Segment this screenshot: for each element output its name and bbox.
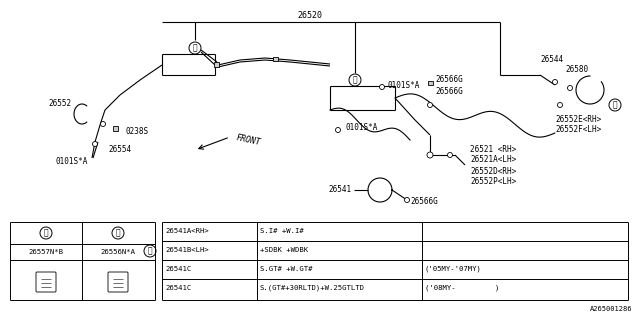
Text: 0101S*A: 0101S*A [388,81,420,90]
Text: S.I# +W.I#: S.I# +W.I# [260,228,304,234]
Text: ③: ③ [148,246,152,255]
Text: 26566G: 26566G [435,87,463,97]
Text: 26552P<LH>: 26552P<LH> [470,178,516,187]
Circle shape [404,197,410,203]
Text: 26554: 26554 [108,145,131,154]
Text: 0238S: 0238S [125,127,148,137]
Text: ①: ① [353,76,357,84]
Text: 26552: 26552 [48,100,71,108]
Circle shape [568,85,573,91]
Circle shape [93,141,97,147]
Bar [428,81,433,85]
Circle shape [552,79,557,84]
Text: +SDBK +WDBK: +SDBK +WDBK [260,247,308,253]
Text: ('05MY-'07MY): ('05MY-'07MY) [425,266,482,272]
Text: ②: ② [193,44,197,52]
Circle shape [557,102,563,108]
Text: 26520: 26520 [298,11,323,20]
Text: 26541B<LH>: 26541B<LH> [165,247,209,253]
Text: 26552E<RH>: 26552E<RH> [555,116,601,124]
Bar [113,125,118,131]
Text: 26552F<LH>: 26552F<LH> [555,125,601,134]
Text: 26521 <RH>: 26521 <RH> [470,146,516,155]
Text: 26552D<RH>: 26552D<RH> [470,167,516,177]
Circle shape [335,127,340,132]
Text: 26544: 26544 [540,55,563,65]
Text: 26541: 26541 [329,186,352,195]
Circle shape [447,153,452,157]
Text: ①: ① [44,228,48,237]
Circle shape [427,152,433,158]
Text: 26541C: 26541C [165,285,191,291]
Text: A265001286: A265001286 [589,306,632,312]
Text: 26566G: 26566G [410,197,438,206]
Text: 0101S*A: 0101S*A [345,124,378,132]
Text: 26580: 26580 [565,66,588,75]
Text: ②: ② [116,228,120,237]
Text: FRONT: FRONT [235,133,261,147]
Circle shape [380,84,385,90]
Bar [214,61,218,67]
Text: ('08MY-         ): ('08MY- ) [425,285,499,291]
Text: ③: ③ [612,100,618,109]
Text: 0101S*A: 0101S*A [55,157,88,166]
Text: 26541C: 26541C [165,266,191,272]
Text: 26541A<RH>: 26541A<RH> [165,228,209,234]
Bar [273,57,278,61]
Text: 26521A<LH>: 26521A<LH> [470,156,516,164]
Circle shape [428,102,433,108]
Text: 26557N*B: 26557N*B [29,249,63,255]
Text: S.(GT#+30RLTD)+W.25GTLTD: S.(GT#+30RLTD)+W.25GTLTD [260,285,365,291]
Text: 26556N*A: 26556N*A [100,249,136,255]
Circle shape [100,122,106,126]
Text: 26566G: 26566G [435,76,463,84]
Text: S.GT# +W.GT#: S.GT# +W.GT# [260,266,312,272]
